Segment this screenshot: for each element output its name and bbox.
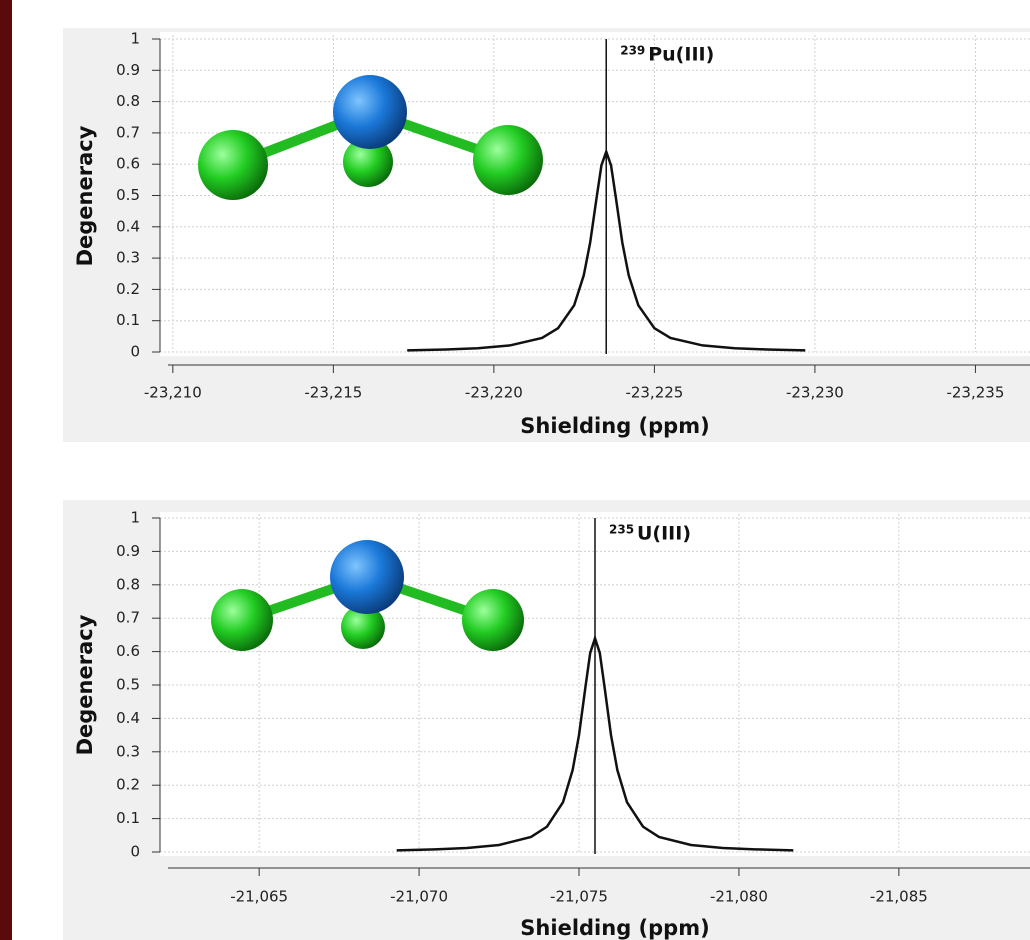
y-tick-label: 0.6 bbox=[116, 155, 140, 173]
y-tick-label: 0.5 bbox=[116, 676, 140, 694]
x-axis-title: Shielding (ppm) bbox=[520, 916, 709, 940]
side-strip bbox=[0, 0, 12, 940]
y-tick-label: 0.6 bbox=[116, 642, 140, 660]
y-tick-label: 0.5 bbox=[116, 186, 140, 204]
y-tick-label: 0.8 bbox=[116, 575, 140, 593]
y-tick-label: 0.1 bbox=[116, 311, 140, 329]
x-tick-label: -23,230 bbox=[786, 384, 844, 402]
y-axis-title: Degeneracy bbox=[73, 125, 97, 266]
y-tick-label: 0.4 bbox=[116, 217, 140, 235]
annotation: Pu(III) bbox=[648, 44, 714, 66]
y-tick-label: 0.2 bbox=[116, 280, 140, 298]
x-tick-label: -23,210 bbox=[144, 384, 202, 402]
y-tick-label: 0.3 bbox=[116, 742, 140, 760]
annotation: U(III) bbox=[637, 523, 691, 545]
x-tick-label: -21,085 bbox=[870, 888, 928, 906]
y-tick-label: 0.7 bbox=[116, 123, 140, 141]
page: {"chart_data": [ {"type": "line", "color… bbox=[0, 0, 1030, 940]
x-tick-label: -23,225 bbox=[625, 384, 683, 402]
y-tick-label: 1 bbox=[130, 509, 140, 527]
y-tick-label: 0.9 bbox=[116, 542, 140, 560]
annotation-superscript: 239 bbox=[620, 44, 645, 58]
plot-area bbox=[160, 32, 1030, 356]
y-tick-label: 0.3 bbox=[116, 249, 140, 267]
y-axis-title: Degeneracy bbox=[73, 614, 97, 755]
x-tick-label: -23,215 bbox=[304, 384, 362, 402]
y-tick-label: 0.1 bbox=[116, 809, 140, 827]
y-tick-label: 1 bbox=[130, 30, 140, 48]
y-tick-label: 0 bbox=[130, 843, 140, 861]
annotation-superscript: 235 bbox=[609, 523, 634, 537]
x-tick-label: -23,235 bbox=[946, 384, 1004, 402]
y-tick-label: 0.2 bbox=[116, 776, 140, 794]
y-tick-label: 0.4 bbox=[116, 709, 140, 727]
y-tick-label: 0.7 bbox=[116, 609, 140, 627]
x-tick-label: -21,075 bbox=[550, 888, 608, 906]
y-tick-label: 0.8 bbox=[116, 92, 140, 110]
figure: 0 0.1 0.2 0.3 0.4 0.5 0.6 0.7 0.8 0.9 1 -23,210 -23,… bbox=[0, 0, 1030, 940]
x-axis-title: Shielding (ppm) bbox=[520, 414, 709, 438]
y-tick-label: 0.9 bbox=[116, 61, 140, 79]
x-tick-label: -21,070 bbox=[390, 888, 448, 906]
x-tick-label: -21,080 bbox=[710, 888, 768, 906]
x-tick-label: -21,065 bbox=[230, 888, 288, 906]
y-tick-label: 0 bbox=[130, 343, 140, 361]
x-tick-label: -23,220 bbox=[465, 384, 523, 402]
